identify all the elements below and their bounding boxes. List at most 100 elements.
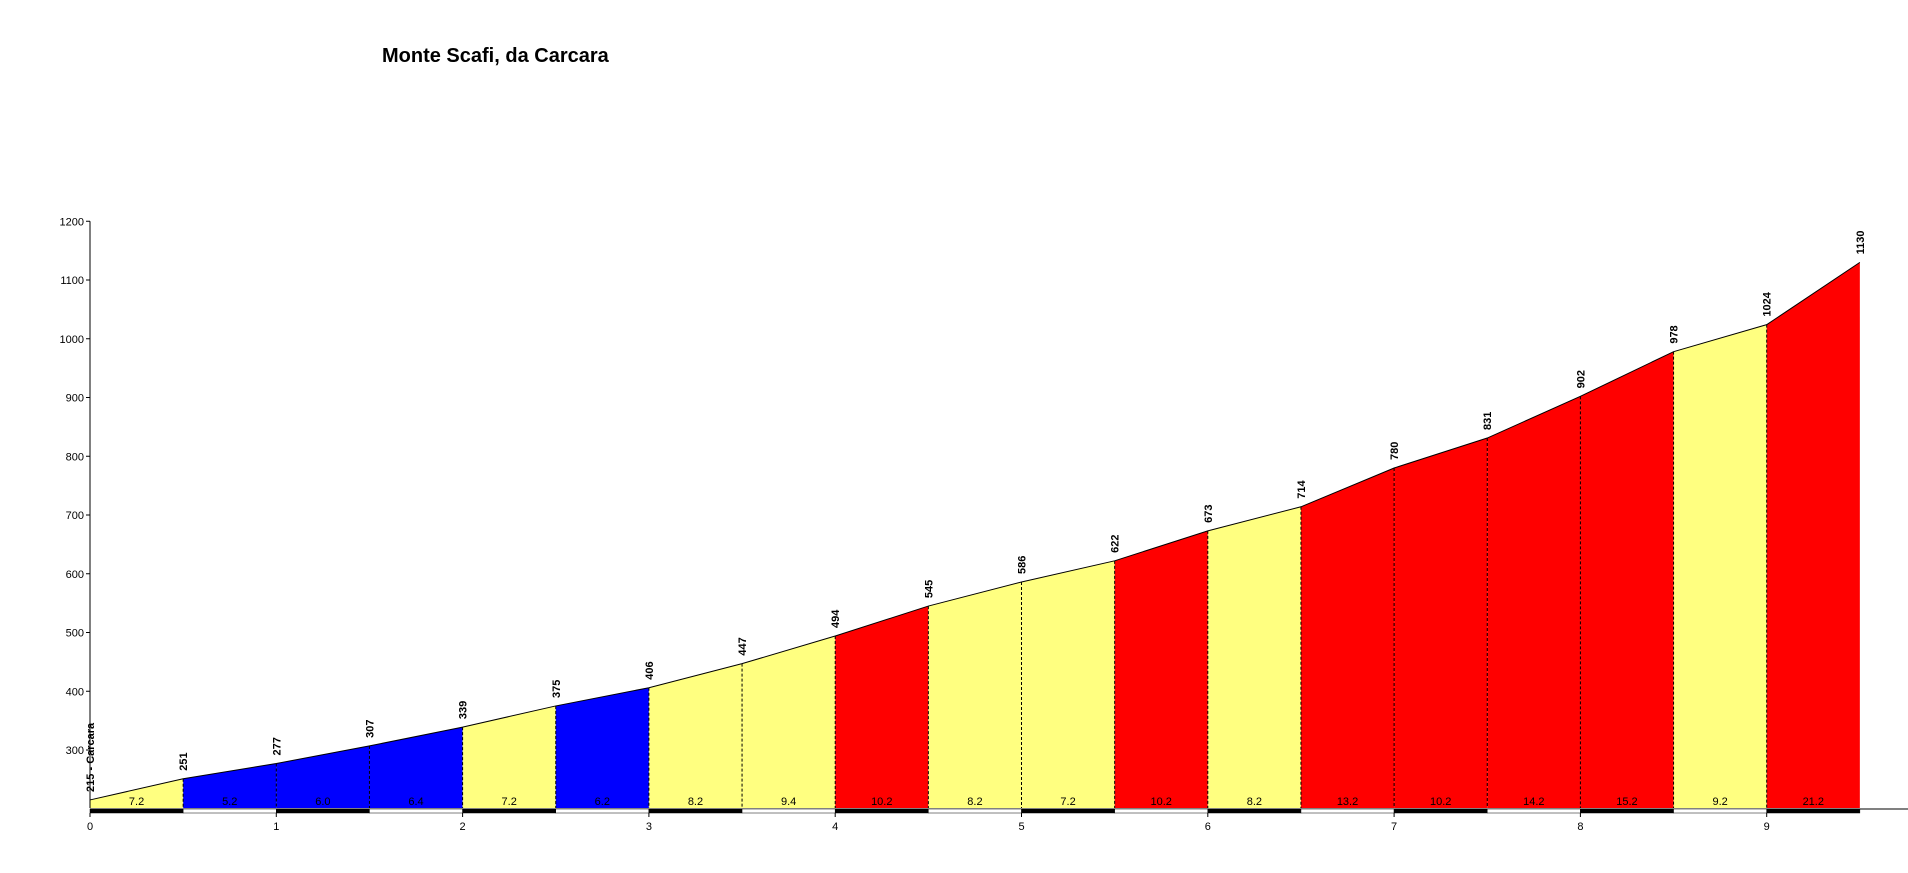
grade-label: 6.4 bbox=[408, 796, 423, 808]
y-tick-label: 700 bbox=[66, 510, 84, 522]
x-tick-label: 9 bbox=[1764, 821, 1770, 833]
x-tick-label: 7 bbox=[1391, 821, 1397, 833]
y-tick-label: 400 bbox=[66, 686, 84, 698]
grade-label: 10.2 bbox=[1151, 796, 1172, 808]
profile-segment bbox=[1766, 262, 1860, 808]
elevation-label: 673 bbox=[1203, 505, 1215, 523]
distance-bar-segment bbox=[369, 808, 463, 814]
elevation-label: 714 bbox=[1296, 480, 1308, 499]
profile-segment bbox=[1394, 438, 1488, 808]
distance-bar-segment bbox=[276, 808, 370, 814]
elevation-label: 545 bbox=[923, 580, 935, 598]
grade-label: 8.2 bbox=[967, 796, 982, 808]
distance-bar-segment bbox=[928, 808, 1022, 814]
profile-segment bbox=[183, 763, 277, 808]
elevation-label: 339 bbox=[458, 701, 470, 719]
profile-segment bbox=[835, 606, 929, 808]
profile-segment bbox=[276, 745, 370, 808]
profile-segment bbox=[369, 727, 463, 808]
x-tick-label: 8 bbox=[1577, 821, 1583, 833]
y-tick-label: 500 bbox=[66, 628, 84, 640]
profile-segment bbox=[1673, 324, 1767, 808]
distance-bar-segment bbox=[555, 808, 650, 814]
profile-segment bbox=[90, 778, 184, 808]
profile-segment bbox=[1021, 560, 1115, 808]
elevation-label: 902 bbox=[1575, 370, 1587, 388]
y-tick-label: 300 bbox=[66, 745, 84, 757]
grade-label: 14.2 bbox=[1523, 796, 1544, 808]
x-tick-label: 0 bbox=[87, 821, 93, 833]
profile-segment bbox=[1300, 468, 1395, 808]
grade-label: 21.2 bbox=[1803, 796, 1824, 808]
y-tick-label: 1100 bbox=[60, 275, 84, 287]
chart-title: Monte Scafi, da Carcara bbox=[382, 45, 610, 67]
distance-bar-segment bbox=[1487, 808, 1581, 814]
elevation-label: 978 bbox=[1669, 325, 1681, 343]
elevation-label: 586 bbox=[1017, 556, 1029, 574]
x-tick-label: 4 bbox=[832, 821, 838, 833]
y-tick-label: 900 bbox=[66, 393, 84, 405]
profile-outline bbox=[89, 261, 1861, 801]
distance-bar-segment bbox=[834, 808, 929, 814]
profile-segment bbox=[1487, 396, 1581, 808]
elevation-label: 831 bbox=[1482, 412, 1494, 430]
x-tick-label: 3 bbox=[646, 821, 652, 833]
distance-bar-segment bbox=[648, 808, 743, 814]
elevation-label: 251 bbox=[178, 752, 190, 770]
grade-label: 9.4 bbox=[781, 796, 796, 808]
grade-label: 7.2 bbox=[502, 796, 517, 808]
profile-segment bbox=[928, 581, 1022, 808]
profile-segment bbox=[1207, 506, 1301, 808]
distance-bar-segment bbox=[1021, 808, 1115, 814]
grade-label: 10.2 bbox=[1430, 796, 1451, 808]
elevation-label: 307 bbox=[364, 720, 376, 738]
elevation-label: 622 bbox=[1110, 534, 1122, 552]
elevation-label: 1130 bbox=[1855, 231, 1867, 255]
grade-label: 6.2 bbox=[595, 796, 610, 808]
grade-label: 7.2 bbox=[1060, 796, 1075, 808]
elevation-labels: 215 - Carcara 251 277 307 339 375 406 447 494 545… bbox=[85, 231, 1867, 792]
elevation-label: 406 bbox=[644, 661, 656, 679]
y-tick-label: 1000 bbox=[60, 334, 84, 346]
profile-segment bbox=[1580, 351, 1674, 808]
distance-bar-segment bbox=[89, 808, 184, 814]
profile-segment bbox=[462, 705, 556, 808]
grade-label: 8.2 bbox=[1247, 796, 1262, 808]
profile-segment bbox=[1114, 530, 1208, 808]
grade-label: 5.2 bbox=[222, 796, 237, 808]
y-tick-label: 600 bbox=[66, 569, 84, 581]
x-tick-label: 6 bbox=[1205, 821, 1211, 833]
distance-bar-segment bbox=[1766, 808, 1861, 814]
axes: 0 1 2 3 4 5 6 7 8 9 300 400 500 600 700 800 900 1000 1100 1… bbox=[60, 216, 1908, 833]
elevation-label: 375 bbox=[551, 680, 563, 698]
elevation-label: 447 bbox=[737, 637, 749, 655]
distance-bar-segment bbox=[1393, 808, 1488, 814]
distance-bar-segment bbox=[741, 808, 836, 814]
x-tick-label: 2 bbox=[460, 821, 466, 833]
grade-label: 15.2 bbox=[1616, 796, 1637, 808]
grade-label: 8.2 bbox=[688, 796, 703, 808]
x-tick-label: 5 bbox=[1018, 821, 1024, 833]
distance-bar-segment bbox=[1300, 808, 1395, 814]
x-tick-label: 1 bbox=[273, 821, 279, 833]
distance-bar-segment bbox=[462, 808, 557, 814]
elevation-label: 494 bbox=[830, 609, 842, 628]
grade-label: 6.0 bbox=[315, 796, 330, 808]
profile-outline-group bbox=[89, 261, 1861, 801]
y-tick-label: 1200 bbox=[60, 216, 84, 228]
y-tick-label: 800 bbox=[66, 451, 84, 463]
profile-segment bbox=[742, 636, 836, 808]
grade-label: 9.2 bbox=[1712, 796, 1727, 808]
elevation-label: 1024 bbox=[1762, 291, 1774, 316]
profile-segments bbox=[90, 262, 1860, 808]
elevation-label: 215 - Carcara bbox=[85, 722, 97, 792]
distance-bar-segment bbox=[1207, 808, 1302, 814]
profile-segment bbox=[555, 687, 649, 808]
profile-segment bbox=[648, 663, 743, 808]
elevation-label: 277 bbox=[271, 737, 283, 755]
grade-label: 13.2 bbox=[1337, 796, 1358, 808]
grade-label: 10.2 bbox=[871, 796, 892, 808]
grade-labels: 7.2 5.2 6.0 6.4 7.2 6.2 8.2 9.4 10.2 8.2 7.2 10.2 8.… bbox=[129, 796, 1824, 808]
distance-bar-segment bbox=[1580, 808, 1674, 814]
